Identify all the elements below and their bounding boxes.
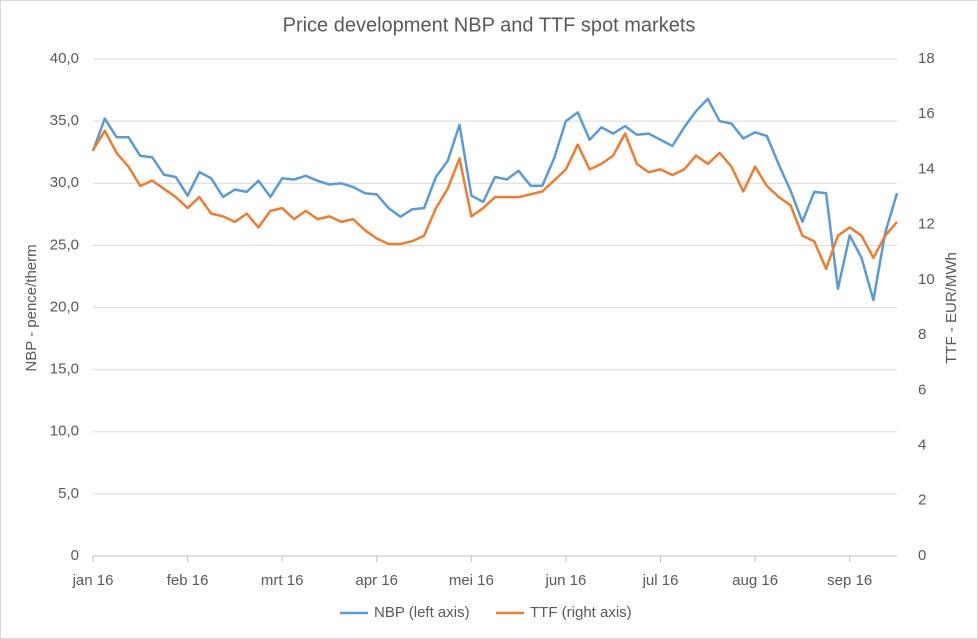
- y-tick-label: 15,0: [50, 361, 79, 378]
- y2-tick-label: 18: [918, 50, 935, 67]
- series-line: [91, 129, 898, 271]
- x-tick-label: sep 16: [827, 572, 872, 589]
- x-tick-label: feb 16: [167, 572, 209, 589]
- y-tick-label: 35,0: [50, 112, 79, 129]
- series-line: [91, 97, 899, 302]
- y2-tick-label: 2: [918, 492, 926, 509]
- y2-tick-label: 8: [918, 326, 926, 343]
- x-tick-label: mei 16: [449, 572, 494, 589]
- y-tick-label: 5,0: [58, 485, 79, 502]
- y2-tick-label: 16: [918, 105, 935, 122]
- y-tick-label: 25,0: [50, 236, 79, 253]
- y2-tick-label: 12: [918, 216, 935, 233]
- y2-tick-label: 0: [918, 547, 926, 564]
- x-tick-label: jun 16: [545, 572, 587, 589]
- y-tick-label: 20,0: [50, 298, 79, 315]
- y2-tick-label: 14: [918, 160, 935, 177]
- y-tick-label: 0: [71, 547, 79, 564]
- legend-label: TTF (right axis): [530, 604, 632, 621]
- y2-axis-label: TTF - EUR/MWh: [943, 252, 960, 364]
- x-tick-label: aug 16: [732, 572, 778, 589]
- y-tick-label: 40,0: [50, 50, 79, 67]
- x-tick-label: apr 16: [355, 572, 398, 589]
- x-tick-label: mrt 16: [261, 572, 304, 589]
- chart-title: Price development NBP and TTF spot marke…: [283, 14, 696, 36]
- x-tick-label: jan 16: [72, 572, 114, 589]
- y-axis-label: NBP - pence/therm: [23, 244, 40, 371]
- y2-tick-label: 4: [918, 437, 926, 454]
- y-tick-label: 30,0: [50, 174, 79, 191]
- x-tick-label: jul 16: [642, 572, 679, 589]
- legend-label: NBP (left axis): [374, 604, 470, 621]
- y2-tick-label: 10: [918, 271, 935, 288]
- y-tick-label: 10,0: [50, 423, 79, 440]
- y2-tick-label: 6: [918, 381, 926, 398]
